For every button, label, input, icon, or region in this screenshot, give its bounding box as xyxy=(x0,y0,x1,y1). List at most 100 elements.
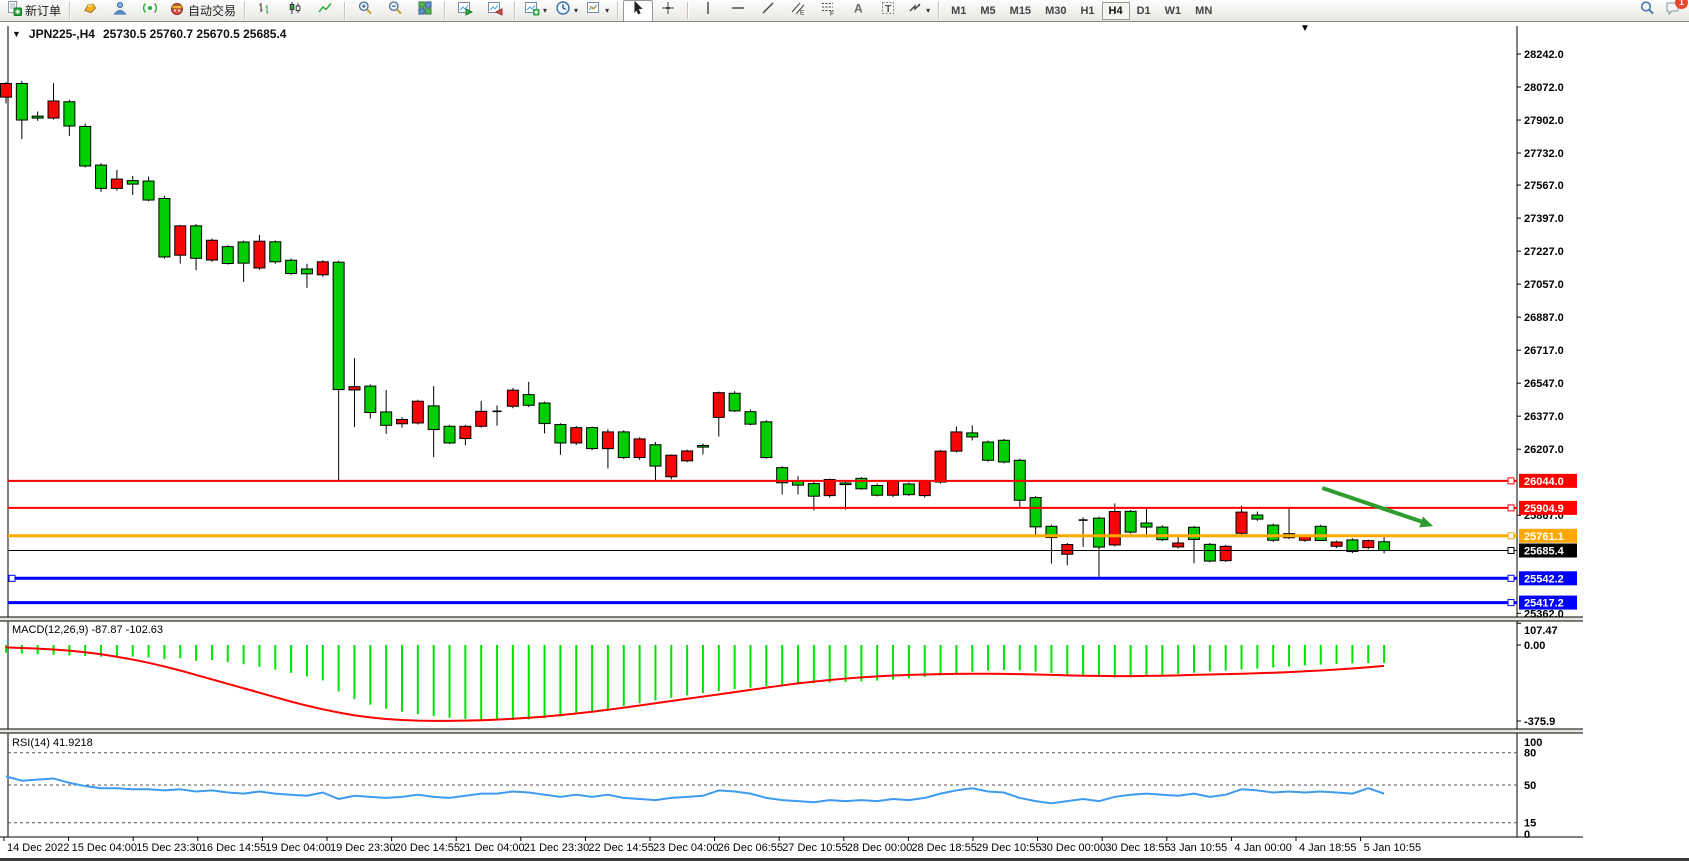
candle-body xyxy=(1362,540,1375,549)
time-label: 20 Dec 14:55 xyxy=(395,842,460,854)
toolbar-separator xyxy=(69,2,72,19)
panel-splitter[interactable] xyxy=(0,729,1583,733)
periods-caret-icon[interactable]: ▾ xyxy=(574,6,579,15)
autotrading-label: 自动交易 xyxy=(188,4,237,18)
search-button[interactable] xyxy=(1639,0,1655,21)
zoom-in-button[interactable] xyxy=(350,0,380,22)
indicators-caret-icon[interactable]: ▾ xyxy=(543,6,548,15)
candle-body xyxy=(237,241,250,264)
svg-text:25904.9: 25904.9 xyxy=(1524,503,1564,515)
autotrading-button[interactable]: 自动交易 xyxy=(165,0,240,22)
chart-canvas[interactable]: 28242.0 28072.0 27902.0 27732.0 27567.0 27397… xyxy=(0,22,1689,861)
candle-body xyxy=(617,431,630,459)
svg-text:28242.0: 28242.0 xyxy=(1524,49,1564,61)
time-label: 19 Dec 23:30 xyxy=(330,842,395,854)
timeframe-h4[interactable]: H4 xyxy=(1101,1,1130,20)
fibonacci-icon: F xyxy=(820,0,836,21)
timeframe-m30[interactable]: M30 xyxy=(1045,4,1067,17)
timeframe-d1[interactable]: D1 xyxy=(1136,4,1151,17)
candle-body xyxy=(712,392,725,418)
svg-text:25761.1: 25761.1 xyxy=(1524,531,1564,543)
candle-body xyxy=(934,450,947,483)
timeframe-m5[interactable]: M5 xyxy=(980,4,996,17)
shapes-button[interactable]: ▾ xyxy=(903,0,934,22)
community-icon xyxy=(112,0,128,21)
horizontal-lines[interactable]: 26044.0 25904.9 25761.1 25685.4 25542.2 25417… xyxy=(8,473,1577,610)
candle-body xyxy=(15,83,28,121)
signals-button[interactable] xyxy=(135,0,165,22)
chart-shift-marker[interactable]: ▼ xyxy=(1300,23,1310,34)
panel-splitter[interactable] xyxy=(0,617,1583,621)
line-end-marker xyxy=(1507,574,1515,582)
channel-button[interactable]: E xyxy=(783,0,813,22)
svg-text:25417.2: 25417.2 xyxy=(1524,598,1564,610)
zoom-out-button[interactable] xyxy=(380,0,410,22)
time-label: 5 Jan 10:55 xyxy=(1364,842,1422,854)
cursor-button[interactable] xyxy=(623,0,654,22)
line-chart-button[interactable] xyxy=(310,0,340,22)
indicators-button[interactable]: ▾ xyxy=(520,0,551,22)
crosshair-icon xyxy=(660,0,676,21)
candle-body xyxy=(760,421,773,459)
timeframe-h1[interactable]: H1 xyxy=(1080,4,1095,17)
profiles-button[interactable] xyxy=(480,0,510,22)
candle-body xyxy=(728,392,741,412)
community-button[interactable] xyxy=(105,0,135,22)
candle-body xyxy=(887,480,900,496)
candle-body xyxy=(506,389,519,407)
chart-region[interactable]: ▼ JPN225-,H4 25730.5 25760.7 25670.5 256… xyxy=(0,22,1689,861)
candle-body xyxy=(79,125,92,167)
timeframe-mn[interactable]: MN xyxy=(1195,4,1213,17)
candle-body xyxy=(1045,525,1058,539)
candle-body xyxy=(1314,525,1327,541)
vline-button[interactable] xyxy=(693,0,723,22)
price-axis[interactable]: 28242.0 28072.0 27902.0 27732.0 27567.0 27397… xyxy=(1517,49,1564,620)
new-order-button[interactable]: 新订单 xyxy=(2,0,65,22)
svg-text:100: 100 xyxy=(1524,737,1542,749)
svg-text:26547.0: 26547.0 xyxy=(1524,378,1564,390)
hline-button[interactable] xyxy=(723,0,753,22)
tile-windows-button[interactable] xyxy=(410,0,440,22)
new-chart-button[interactable] xyxy=(450,0,480,22)
trend-arrow-annotation[interactable] xyxy=(1321,486,1434,528)
trendline-button[interactable] xyxy=(753,0,783,22)
toolbar-separator xyxy=(244,2,247,19)
candle-body xyxy=(586,427,599,450)
gold-button[interactable] xyxy=(75,0,105,22)
candle-body xyxy=(696,445,709,448)
shapes-caret-icon[interactable]: ▾ xyxy=(926,6,931,15)
templates-caret-icon[interactable]: ▾ xyxy=(605,6,610,15)
crosshair-button[interactable] xyxy=(653,0,683,22)
candle-body xyxy=(158,197,171,258)
timeframe-m15[interactable]: M15 xyxy=(1009,4,1032,17)
candle-body xyxy=(174,225,187,256)
svg-text:25867.0: 25867.0 xyxy=(1524,510,1564,522)
candle-body xyxy=(205,239,218,261)
candle-body xyxy=(332,261,345,391)
candle-body xyxy=(1188,526,1200,541)
candle-body xyxy=(0,83,12,98)
text-button[interactable]: A xyxy=(843,0,873,22)
fibonacci-button[interactable]: F xyxy=(813,0,843,22)
svg-text:26717.0: 26717.0 xyxy=(1524,345,1564,357)
candle-body xyxy=(459,425,472,440)
text-icon: A xyxy=(850,0,866,21)
timeframe-m1[interactable]: M1 xyxy=(951,4,967,17)
candles-button[interactable] xyxy=(280,0,310,22)
candle-body xyxy=(300,268,313,275)
templates-button[interactable]: ▾ xyxy=(582,0,613,22)
time-label: 28 Dec 18:55 xyxy=(911,842,976,854)
ohlc-bars-button[interactable] xyxy=(250,0,280,22)
svg-text:15: 15 xyxy=(1524,818,1536,830)
time-label: 22 Dec 14:55 xyxy=(588,842,653,854)
candle-body xyxy=(316,261,329,276)
time-axis[interactable]: 14 Dec 2022 15 Dec 04:00 15 Dec 23:30 16 De… xyxy=(3,837,1422,854)
symbol-selector-caret[interactable]: ▼ xyxy=(12,29,21,39)
line-end-marker xyxy=(1507,532,1515,540)
text-label-button[interactable]: T xyxy=(873,0,903,22)
timeframe-w1[interactable]: W1 xyxy=(1164,4,1182,17)
periods-button[interactable]: ▾ xyxy=(551,0,582,22)
notifications-button[interactable]: 1 xyxy=(1665,0,1688,21)
toolbar: 新订单 自动交易 ▾ ▾ ▾ E F A T ▾ M1 M5 M15 M30 H1 H4 D1 W1 MN 1 xyxy=(0,0,1689,22)
